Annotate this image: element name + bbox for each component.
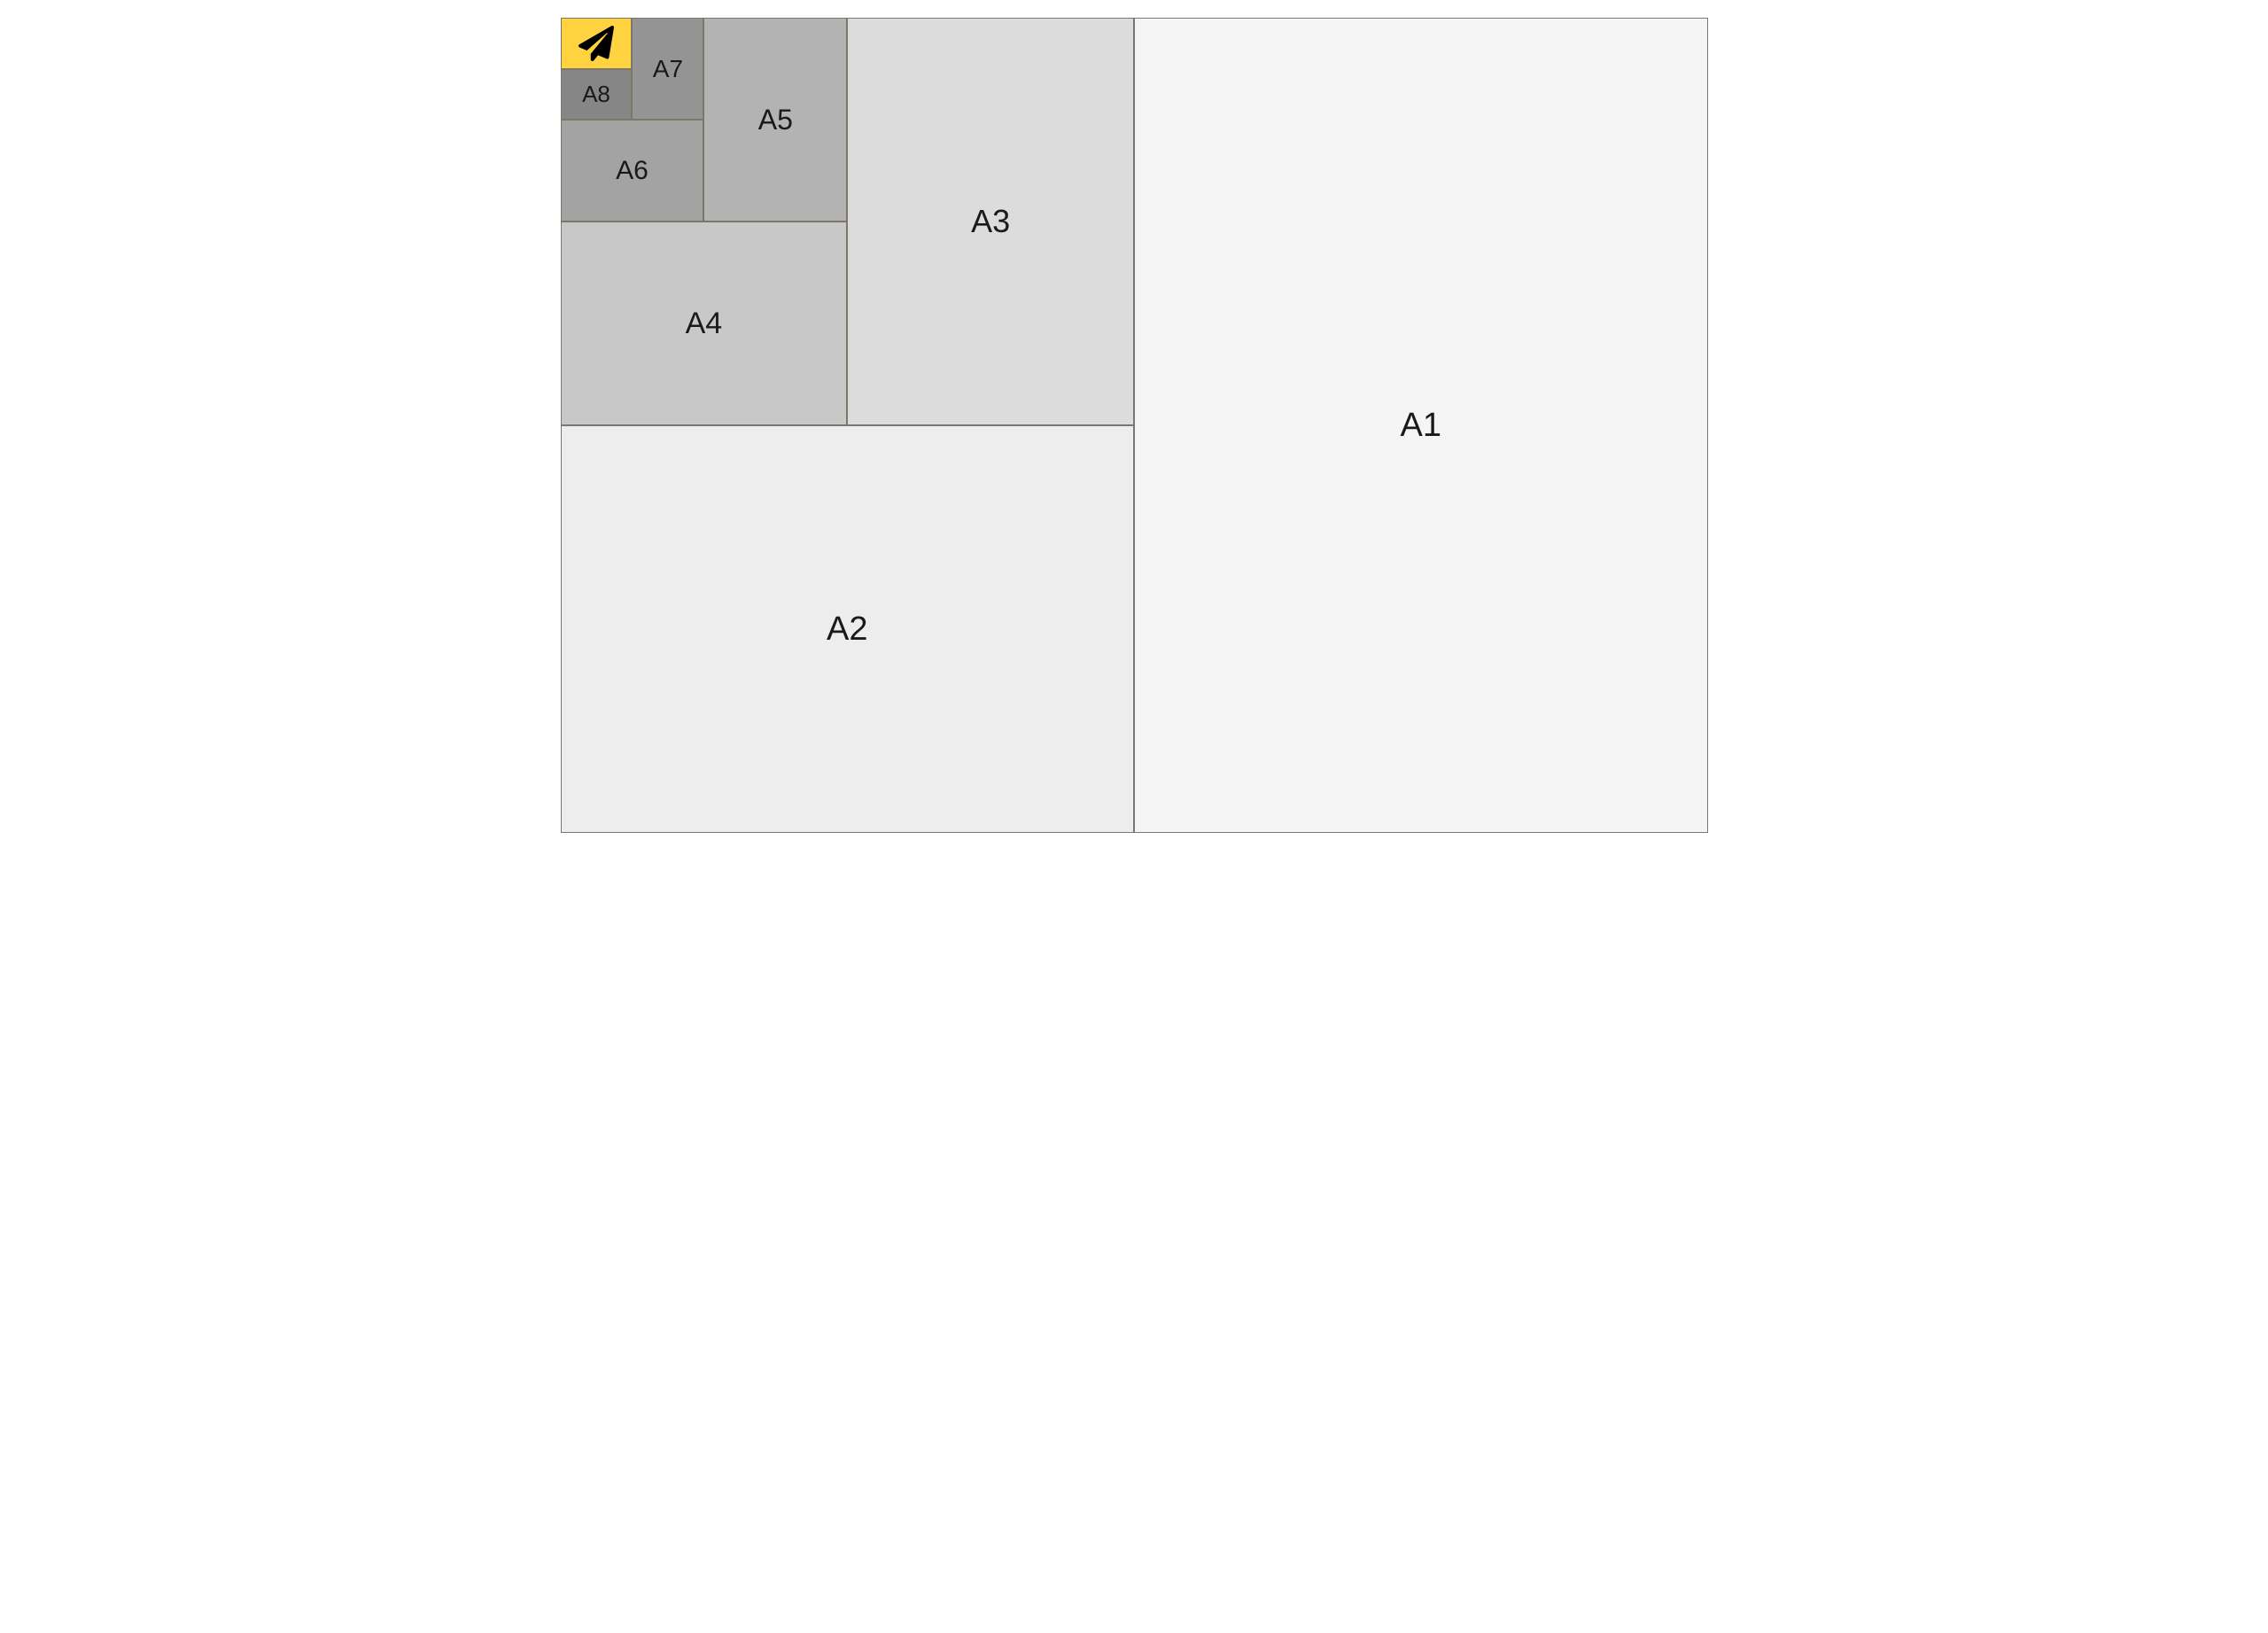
panel-a3: A3 [847,18,1134,425]
paper-plane-icon [579,26,614,61]
panel-label-a5: A5 [758,104,793,136]
panel-label-a8: A8 [582,81,610,108]
panel-label-a3: A3 [971,203,1010,240]
icon-cell [561,18,633,69]
paper-size-diagram: A1 A2 A3 A4 A5 A6 A7 A8 [561,18,1708,833]
panel-label-a6: A6 [616,156,649,186]
panel-a2: A2 [561,425,1135,833]
panel-label-a4: A4 [686,307,723,341]
panel-a8: A8 [561,69,633,121]
panel-label-a1: A1 [1401,407,1441,445]
panel-a7: A7 [632,18,703,120]
panel-a4: A4 [561,222,848,425]
panel-label-a2: A2 [827,610,867,649]
panel-a5: A5 [703,18,847,222]
panel-a6: A6 [561,120,704,222]
panel-label-a7: A7 [653,55,683,83]
panel-a1: A1 [1134,18,1708,833]
